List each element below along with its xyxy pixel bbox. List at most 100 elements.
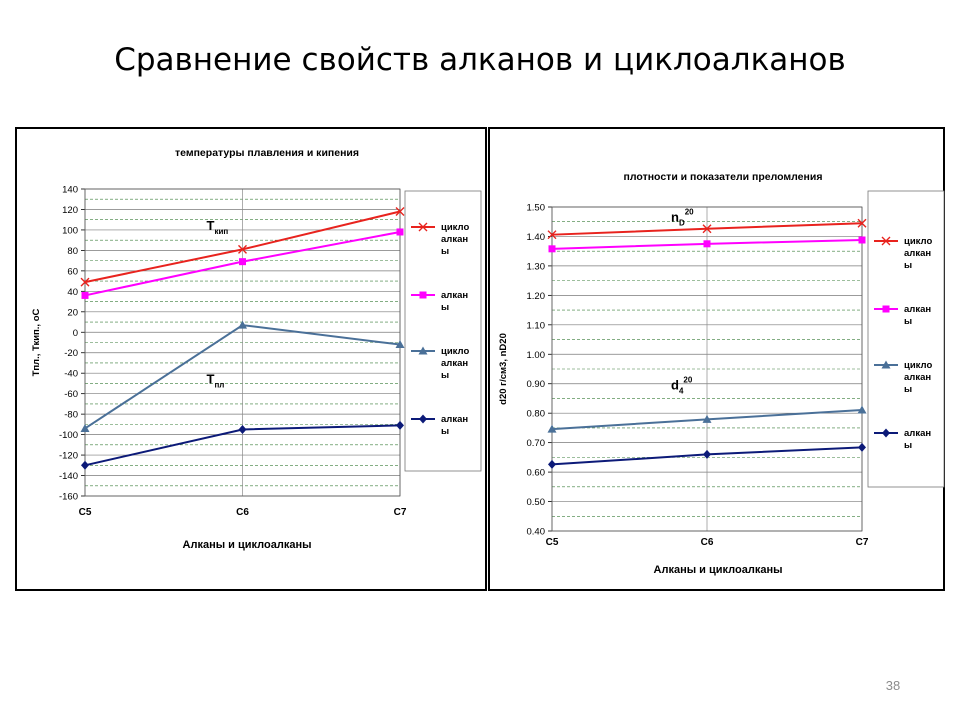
y-tick-label: 1.00: [527, 350, 546, 361]
data-point-series-3: [396, 420, 404, 430]
legend-label-2: цикло: [904, 360, 932, 371]
legend-swatch-marker-3: [882, 428, 890, 438]
data-point-series-1: [703, 240, 711, 248]
legend-label-0: алкан: [904, 248, 931, 259]
data-point-series-0: [395, 207, 405, 217]
chart-panel-density: 0.40 0.50 0.60 0.70 0.80 0.90 1.00 1.10 1.20 1.30…: [488, 127, 945, 591]
y-tick-label: -80: [64, 410, 78, 421]
legend-swatch-marker-3: [419, 414, 427, 424]
data-point-series-2: [857, 405, 867, 414]
data-point-series-0: [702, 224, 712, 234]
y-tick-label: 1.50: [527, 203, 546, 214]
annotation-main: d: [671, 378, 679, 393]
y-tick-label: 0.80: [527, 409, 546, 420]
legend-label-1: алкан: [904, 304, 931, 315]
chart-panel-temperatures: -160 -140 -120 -100 -80 -60 -40 -20 0 20 40 60 80 100…: [15, 127, 487, 591]
legend-label-0: цикло: [904, 236, 932, 247]
density-chart: 0.40 0.50 0.60 0.70 0.80 0.90 1.00 1.10 1.20 1.30…: [498, 171, 945, 576]
slide-title: Сравнение свойств алканов и циклоалканов: [114, 42, 846, 78]
y-tick-label: 60: [67, 266, 78, 277]
legend-label-1: ы: [441, 302, 449, 313]
y-tick-label: 0.90: [527, 379, 546, 390]
annotation-subscript: 4: [679, 387, 684, 396]
data-point-series-2: [80, 423, 90, 432]
x-tick-label: C5: [546, 537, 559, 548]
legend-label-2: цикло: [441, 346, 469, 357]
plot-frame: [551, 206, 863, 532]
temperature-chart: -160 -140 -120 -100 -80 -60 -40 -20 0 20 40 60 80 100…: [31, 147, 482, 551]
annotation-main: Т: [207, 371, 215, 386]
y-tick-label: 0.40: [527, 527, 546, 538]
data-point-series-1: [239, 258, 246, 266]
annotation-subscript: D: [679, 219, 685, 228]
x-tick-label: C6: [236, 507, 249, 518]
y-tick-label: 120: [62, 205, 78, 216]
y-tick-label: 1.30: [527, 261, 546, 272]
y-tick-label: 140: [62, 185, 78, 196]
data-point-series-2: [238, 320, 247, 329]
legend-label-1: алкан: [441, 290, 468, 301]
annotation-0: Ткип: [207, 218, 229, 236]
y-tick-label: 20: [67, 307, 78, 318]
data-point-series-3: [81, 460, 89, 470]
data-point-series-2: [702, 414, 712, 423]
x-tick-label: C6: [701, 537, 714, 548]
x-axis-label: Алканы и циклоалканы: [183, 539, 312, 551]
legend-label-0: ы: [441, 246, 449, 257]
annotation-main: n: [671, 210, 679, 225]
data-point-series-1: [548, 245, 556, 253]
y-tick-label: 100: [62, 225, 78, 236]
legend-label-0: цикло: [441, 222, 469, 233]
y-tick-label: -160: [59, 492, 78, 503]
annotation-0: nD20: [671, 208, 694, 228]
y-tick-label: 1.20: [527, 291, 546, 302]
annotation-main: Т: [207, 218, 215, 233]
y-tick-label: 1.10: [527, 320, 546, 331]
chart-title: плотности и показатели преломления: [624, 171, 823, 183]
annotation-superscript: 20: [683, 376, 692, 385]
y-tick-label: -20: [64, 348, 78, 359]
legend-label-3: алкан: [904, 428, 931, 439]
y-tick-label: 0: [73, 328, 78, 339]
annotation-superscript: 20: [685, 208, 694, 217]
legend-swatch-marker-1: [882, 305, 890, 313]
y-tick-label: 0.50: [527, 497, 546, 508]
legend-swatch-marker-2: [881, 360, 891, 369]
data-point-series-1: [858, 236, 866, 244]
annotation-1: Тпл: [207, 371, 225, 389]
data-point-series-3: [703, 449, 711, 459]
x-tick-label: C7: [856, 537, 869, 548]
y-tick-label: 1.40: [527, 232, 546, 243]
legend-swatch-marker-0: [881, 236, 891, 246]
legend-label-3: алкан: [441, 414, 468, 425]
legend-label-2: алкан: [904, 372, 931, 383]
y-tick-label: -60: [64, 389, 78, 400]
data-point-series-2: [547, 424, 557, 433]
x-tick-label: C7: [394, 507, 407, 518]
y-tick-label: 0.70: [527, 438, 546, 449]
legend-label-2: ы: [441, 370, 449, 381]
annotation-subscript: кип: [214, 227, 228, 236]
y-tick-label: -100: [59, 430, 78, 441]
legend-label-0: алкан: [441, 234, 468, 245]
data-point-series-0: [80, 277, 90, 287]
data-point-series-0: [857, 218, 867, 228]
data-point-series-0: [238, 244, 247, 254]
page-number: 38: [885, 678, 901, 693]
x-axis-label: Алканы и циклоалканы: [654, 564, 783, 576]
data-point-series-3: [858, 442, 866, 452]
y-tick-label: -120: [59, 451, 78, 462]
legend-label-0: ы: [904, 260, 912, 271]
legend-label-3: ы: [904, 440, 912, 451]
y-tick-label: 80: [67, 246, 78, 257]
data-point-series-1: [81, 291, 89, 299]
legend-swatch-marker-2: [418, 346, 428, 355]
y-tick-label: 0.60: [527, 468, 546, 479]
data-point-series-3: [548, 459, 556, 469]
annotation-subscript: пл: [214, 380, 224, 389]
legend-swatch-marker-1: [419, 291, 427, 299]
legend-label-1: ы: [904, 316, 912, 327]
data-point-series-0: [547, 230, 557, 240]
chart-title: температуры плавления и кипения: [175, 147, 359, 159]
y-tick-label: -140: [59, 471, 78, 482]
